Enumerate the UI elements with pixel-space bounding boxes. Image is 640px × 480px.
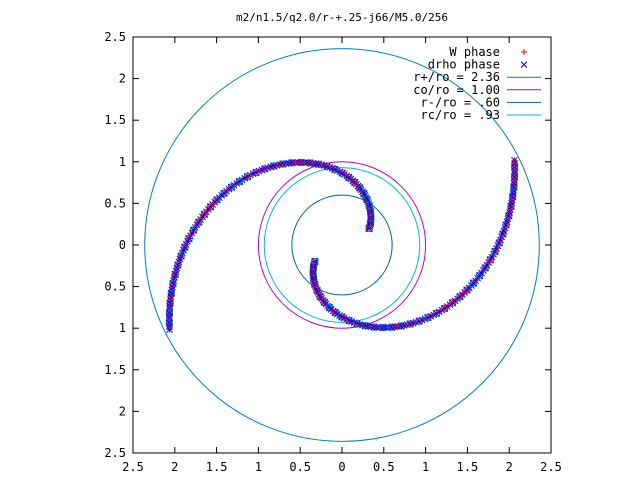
drho-phase-point [382, 324, 390, 331]
circle-rro [144, 48, 540, 442]
y-tick-label: 1.5 [104, 113, 126, 127]
legend-marker [520, 61, 528, 68]
x-tick-label: 1 [255, 460, 262, 474]
drho-phase-point [379, 324, 387, 331]
circle-rcro [263, 167, 421, 323]
x-tick-label: 2 [506, 460, 513, 474]
x-tick-label: 1.5 [206, 460, 228, 474]
x-tick-label: 0 [338, 460, 345, 474]
drho-phase-point [166, 326, 173, 334]
y-tick-label: 2.5 [104, 446, 126, 460]
circle-coro [257, 161, 427, 329]
reference-circles [144, 48, 540, 442]
y-tick-label: 2.5 [104, 30, 126, 44]
x-tick-label: 0.5 [373, 460, 395, 474]
legend-label: drho phase [428, 58, 500, 72]
x-tick-label: 1 [422, 460, 429, 474]
legend-label: rc/ro = .93 [421, 108, 500, 122]
x-tick-label: 2.5 [540, 460, 562, 474]
axis-ticks: 2.5 2 1.5 1 0.5 0 0.5 1 1.5 2 2.52.521.510.500.511… [104, 30, 562, 474]
y-tick-label: 0.5 [104, 280, 126, 294]
phase-points [165, 156, 519, 334]
legend-label: co/ro = 1.00 [413, 83, 500, 97]
circle-rro [291, 194, 393, 296]
x-tick-label: 0.5 [289, 460, 311, 474]
y-tick-label: 2 [119, 72, 126, 86]
legend-label: r-/ro = .60 [421, 95, 500, 109]
y-tick-label: 0 [119, 238, 126, 252]
drho-phase-point [294, 159, 302, 166]
y-tick-label: 1 [119, 155, 126, 169]
x-tick-label: 1.5 [457, 460, 479, 474]
y-tick-label: 1.5 [104, 363, 126, 377]
y-tick-label: 1 [119, 321, 126, 335]
drho-phase-point [297, 159, 305, 166]
x-tick-label: 2 [171, 460, 178, 474]
chart-title: m2/n1.5/q2.0/r-+.25-j66/M5.0/256 [236, 11, 448, 24]
y-tick-label: 2 [119, 404, 126, 418]
drho-phase-point [511, 156, 518, 164]
legend-marker [521, 49, 527, 55]
legend-label: r+/ro = 2.36 [413, 70, 500, 84]
y-tick-label: 0.5 [104, 196, 126, 210]
legend-label: W phase [449, 45, 500, 59]
x-tick-label: 2.5 [122, 460, 144, 474]
